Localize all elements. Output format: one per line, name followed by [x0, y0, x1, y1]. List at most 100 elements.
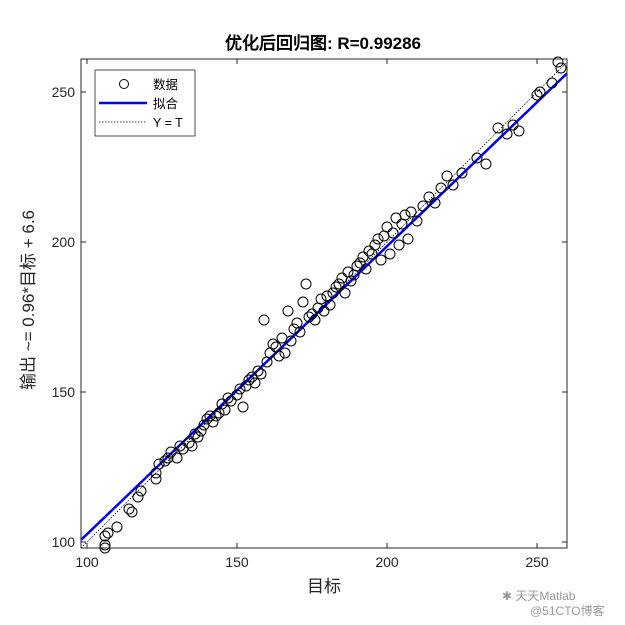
data-point — [435, 182, 447, 194]
data-point — [384, 248, 396, 260]
data-point — [360, 263, 372, 275]
data-point — [315, 293, 327, 305]
data-point — [417, 200, 429, 212]
y-tick-label: 200 — [52, 234, 76, 250]
data-point — [309, 314, 321, 326]
x-tick-label: 100 — [75, 554, 99, 570]
data-point — [339, 287, 351, 299]
y-axis: 100 150 200 250 — [52, 84, 567, 550]
data-point — [303, 311, 315, 323]
data-point — [423, 191, 435, 203]
data-point — [507, 119, 519, 131]
data-point — [318, 305, 330, 317]
data-point — [207, 416, 219, 428]
data-point — [381, 221, 393, 233]
data-point — [369, 239, 381, 251]
data-point — [255, 368, 267, 380]
data-point — [234, 383, 246, 395]
data-point — [345, 275, 357, 287]
watermark-credit: @51CTO博客 — [530, 604, 605, 618]
data-point — [330, 281, 342, 293]
data-point — [492, 122, 504, 134]
y-axis-label: 输出 ~= 0.96*目标 + 6.6 — [19, 210, 38, 390]
data-point — [126, 506, 138, 518]
x-axis: 100 150 200 250 — [75, 59, 549, 570]
legend-label-data: 数据 — [153, 77, 178, 92]
data-point — [324, 299, 336, 311]
data-point — [195, 425, 207, 437]
data-point — [162, 452, 174, 464]
legend-label-identity: Y = T — [153, 116, 183, 130]
data-point — [327, 287, 339, 299]
fit-line — [80, 72, 568, 541]
data-point — [267, 338, 279, 350]
data-point — [441, 170, 453, 182]
data-point — [387, 227, 399, 239]
data-point — [279, 347, 291, 359]
data-point — [555, 62, 567, 74]
data-point — [372, 233, 384, 245]
data-point — [534, 86, 546, 98]
data-point — [186, 440, 198, 452]
data-point — [357, 251, 369, 263]
data-point — [123, 503, 135, 515]
data-point — [393, 239, 405, 251]
legend: 数据 拟合 Y = T — [94, 69, 196, 137]
wechat-icon: ✱ — [502, 589, 513, 603]
x-tick-label: 150 — [225, 554, 249, 570]
identity-line — [80, 61, 568, 549]
data-point — [351, 260, 363, 272]
data-point — [192, 431, 204, 443]
data-point — [378, 230, 390, 242]
watermark-logo: ✱ 天天Matlab — [502, 587, 575, 604]
data-point — [150, 473, 162, 485]
data-point — [282, 305, 294, 317]
data-point — [99, 530, 111, 542]
data-point — [291, 317, 303, 329]
data-point — [183, 437, 195, 449]
data-point — [471, 152, 483, 164]
data-point — [171, 452, 183, 464]
data-point — [342, 266, 354, 278]
data-point — [411, 215, 423, 227]
data-point — [288, 323, 300, 335]
axes-box — [80, 58, 568, 549]
data-point — [363, 245, 375, 257]
data-point — [270, 341, 282, 353]
data-point — [99, 539, 111, 551]
y-tick-label: 150 — [52, 384, 76, 400]
data-point — [447, 179, 459, 191]
x-tick-label: 200 — [375, 554, 399, 570]
data-point — [321, 290, 333, 302]
data-point — [225, 395, 237, 407]
data-point — [285, 335, 297, 347]
chart-title: 优化后回归图: R=0.99286 — [225, 33, 421, 53]
data-point — [501, 128, 513, 140]
data-point — [306, 308, 318, 320]
data-point — [456, 167, 468, 179]
x-tick-label: 250 — [525, 554, 549, 570]
data-point — [249, 377, 261, 389]
data-point — [294, 326, 306, 338]
data-point — [237, 401, 249, 413]
y-tick-label: 100 — [52, 534, 76, 550]
data-point — [153, 458, 165, 470]
data-point — [111, 521, 123, 533]
data-point — [336, 272, 348, 284]
data-point — [231, 389, 243, 401]
data-point — [390, 212, 402, 224]
data-point — [531, 89, 543, 101]
y-tick-label: 250 — [52, 84, 76, 100]
data-point — [375, 254, 387, 266]
data-point — [297, 296, 309, 308]
data-point — [252, 365, 264, 377]
legend-marker-data — [119, 79, 129, 89]
x-axis-label: 目标 — [307, 577, 341, 596]
data-point — [546, 77, 558, 89]
data-point — [429, 197, 441, 209]
data-point — [165, 446, 177, 458]
data-point — [102, 527, 114, 539]
plot-area — [80, 56, 568, 554]
data-point — [276, 332, 288, 344]
